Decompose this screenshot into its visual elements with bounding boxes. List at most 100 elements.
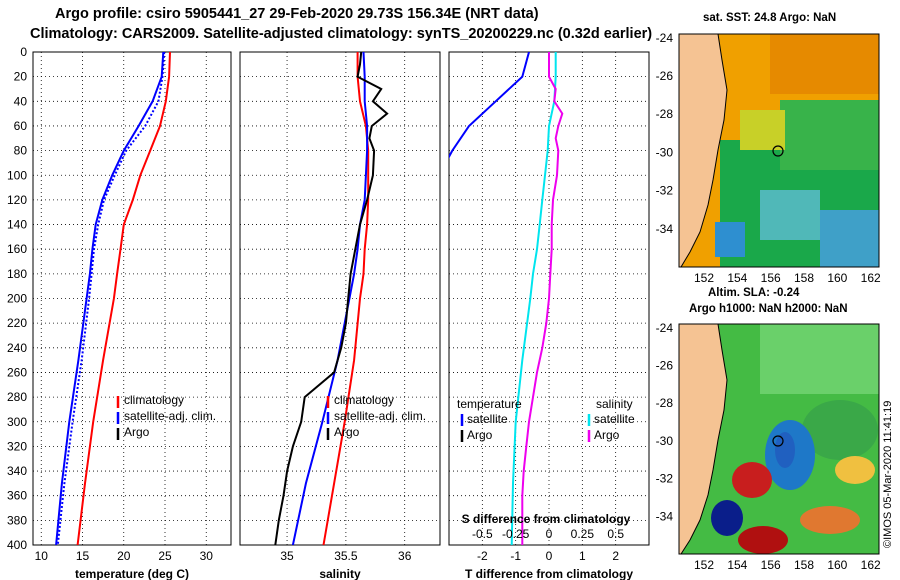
legend-difference: temperature salinitysatelliteArgosatellit… <box>457 397 635 442</box>
series-line-climatology <box>76 52 171 545</box>
series-line-temperature-satellite <box>449 52 530 159</box>
panel-frame <box>32 51 232 546</box>
depth-tick-label: 200 <box>7 292 27 306</box>
x-tick-label: 1 <box>579 549 586 563</box>
map-lon-label: 154 <box>727 558 747 572</box>
map-lon-label: 152 <box>694 558 714 572</box>
sst-map-title: sat. SST: 24.8 Argo: NaN <box>703 12 837 24</box>
legend-label: Argo <box>124 425 150 439</box>
top-tick-label: 0.5 <box>607 527 624 541</box>
series-line-salinity-argo <box>521 52 564 545</box>
x-tick-label: 35 <box>280 549 294 563</box>
depth-tick-label: 100 <box>7 168 27 182</box>
map-lat-label: -32 <box>656 472 674 486</box>
map-lat-label: -28 <box>656 107 674 121</box>
x-axis-label: T difference from climatology <box>465 567 633 580</box>
map-lon-label: 158 <box>794 558 814 572</box>
x-tick-label: 20 <box>117 549 131 563</box>
depth-tick-label: 280 <box>7 390 27 404</box>
legend-label: Argo <box>467 428 493 442</box>
x-tick-label: 2 <box>612 549 619 563</box>
map-lon-label: 152 <box>694 271 714 285</box>
legend-label: Argo <box>594 428 620 442</box>
depth-tick-label: 40 <box>14 94 28 108</box>
map-lat-label: -30 <box>656 434 674 448</box>
header-line-2: Climatology: CARS2009. Satellite-adjuste… <box>30 26 653 42</box>
depth-tick-label: 300 <box>7 415 27 429</box>
map-lat-label: -30 <box>656 145 674 159</box>
series-line-satellite-adj-clim- <box>55 52 165 545</box>
depth-tick-label: 340 <box>7 464 27 478</box>
map-lat-label: -34 <box>656 509 674 523</box>
map-lon-label: 160 <box>827 271 847 285</box>
depth-tick-label: 160 <box>7 242 27 256</box>
map-lon-label: 160 <box>827 558 847 572</box>
x-tick-label: 15 <box>76 549 90 563</box>
sst-map <box>678 33 880 268</box>
map-lat-label: -32 <box>656 184 674 198</box>
top-tick-label: 0 <box>546 527 553 541</box>
top-tick-label: 0.25 <box>571 527 595 541</box>
top-tick-label: -0.5 <box>472 527 493 541</box>
series-line-argo <box>56 52 166 545</box>
profile-panel-temperature: 10 15 20 25 30 temperature (deg C) <box>32 51 232 580</box>
depth-tick-label: 240 <box>7 341 27 355</box>
legend-label: climatology <box>334 393 394 407</box>
depth-tick-label: 140 <box>7 218 27 232</box>
depth-tick-label: 20 <box>14 70 28 84</box>
x-tick-label: 25 <box>158 549 172 563</box>
series-line-climatology <box>322 52 370 545</box>
map-lat-label: -26 <box>656 69 674 83</box>
depth-tick-label: 180 <box>7 267 27 281</box>
x-tick-label: 36 <box>398 549 412 563</box>
map-ticks-1: 152 154 156 158 160 162 -24 -26 -28 -30 -32 -34 <box>656 321 881 572</box>
map-lat-label: -34 <box>656 222 674 236</box>
profile-panel-difference: -2 -1 0 1 2 T difference from climatology <box>448 51 650 580</box>
map-lon-label: 156 <box>761 271 781 285</box>
depth-tick-label: 60 <box>14 119 28 133</box>
series-line-argo <box>274 52 389 545</box>
x-tick-label: -2 <box>477 549 488 563</box>
top-axis-label: S difference from climatology <box>462 512 631 526</box>
legend-label: climatology <box>124 393 184 407</box>
map-lat-label: -26 <box>656 358 674 372</box>
map-lon-label: 162 <box>861 558 881 572</box>
sla-map-title-1: Altim. SLA: -0.24 <box>708 287 800 299</box>
depth-tick-label: 80 <box>14 144 28 158</box>
depth-tick-label: 400 <box>7 538 27 552</box>
depth-tick-label: 260 <box>7 365 27 379</box>
map-lon-label: 154 <box>727 271 747 285</box>
depth-tick-label: 360 <box>7 489 27 503</box>
legend-title: temperature <box>457 397 522 411</box>
legend-label: satellite <box>594 412 635 426</box>
map-lat-label: -24 <box>656 321 674 335</box>
x-tick-label: 30 <box>200 549 214 563</box>
x-axis-label: temperature (deg C) <box>75 567 189 580</box>
map-ticks-0: 152 154 156 158 160 162 -24 -26 -28 -30 -32 -34 <box>656 31 881 285</box>
sla-map-title-2: Argo h1000: NaN h2000: NaN <box>689 303 848 315</box>
imos-timestamp: ©IMOS 05-Mar-2020 11:41:19 <box>882 400 894 548</box>
x-axis-label: salinity <box>319 567 361 580</box>
map-lat-label: -24 <box>656 31 674 45</box>
x-tick-label: 35.5 <box>334 549 358 563</box>
x-tick-label: 0 <box>546 549 553 563</box>
x-tick-label: 10 <box>35 549 49 563</box>
legend-label: satellite-adj. clim. <box>334 409 426 423</box>
map-lon-label: 156 <box>761 558 781 572</box>
series-line-salinity-satellite <box>510 52 557 545</box>
depth-tick-label: 220 <box>7 316 27 330</box>
sla-map <box>678 323 880 555</box>
panel-frame <box>239 51 441 546</box>
map-lon-label: 158 <box>794 271 814 285</box>
depth-tick-label: 120 <box>7 193 27 207</box>
map-lat-label: -28 <box>656 396 674 410</box>
depth-tick-label: 320 <box>7 439 27 453</box>
legend-panel-2: climatology satellite-adj. clim. Argo <box>326 393 426 440</box>
map-lon-label: 162 <box>861 271 881 285</box>
x-tick-label: -1 <box>510 549 521 563</box>
depth-tick-label: 380 <box>7 513 27 527</box>
profile-panel-salinity: 35 35.5 36 salinity <box>239 51 441 580</box>
legend-label: satellite-adj. clim. <box>124 409 216 423</box>
legend-label: satellite <box>467 412 508 426</box>
